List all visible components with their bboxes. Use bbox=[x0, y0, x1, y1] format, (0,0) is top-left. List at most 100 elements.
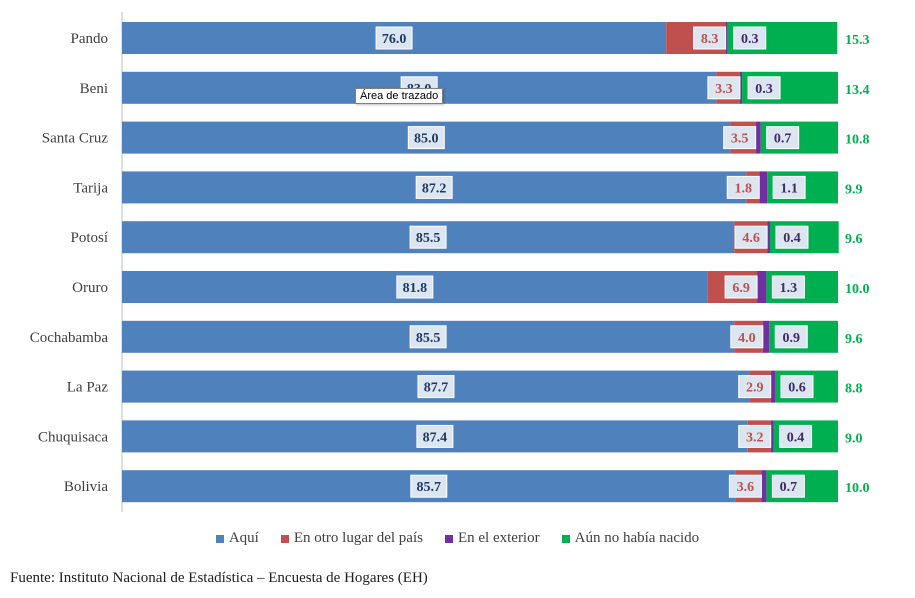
data-label: 0.6 bbox=[788, 381, 806, 396]
data-label: 87.7 bbox=[424, 381, 449, 396]
data-label-box bbox=[417, 375, 455, 399]
data-label: 85.0 bbox=[414, 132, 439, 147]
data-label: 0.4 bbox=[783, 231, 801, 246]
data-label: 9.0 bbox=[845, 431, 863, 446]
category-label: Tarija bbox=[73, 180, 108, 196]
data-label: 10.0 bbox=[845, 481, 870, 496]
data-label-box bbox=[780, 375, 814, 399]
data-label: 10.8 bbox=[845, 133, 870, 148]
data-label: 3.6 bbox=[737, 480, 755, 495]
data-label-box bbox=[738, 424, 772, 448]
bar-segment bbox=[725, 22, 728, 54]
category-label: Pando bbox=[71, 31, 109, 47]
bar-segment bbox=[755, 121, 761, 154]
data-label-box bbox=[771, 275, 805, 299]
plot-area-tooltip: Área de trazado bbox=[355, 88, 444, 104]
data-label-box bbox=[771, 474, 805, 498]
source-note: Fuente: Instituto Nacional de Estadístic… bbox=[10, 570, 428, 586]
data-label: 10.0 bbox=[845, 282, 870, 297]
data-label: 85.5 bbox=[416, 231, 441, 246]
data-label: 0.3 bbox=[755, 82, 773, 97]
bar-segment bbox=[767, 221, 770, 254]
legend-swatch bbox=[280, 534, 289, 543]
data-label-box bbox=[724, 275, 758, 299]
data-label-box bbox=[410, 474, 448, 498]
legend-item: En otro lugar del país bbox=[280, 530, 423, 547]
bar-segment bbox=[761, 470, 767, 503]
data-label: 6.9 bbox=[732, 281, 750, 296]
data-label: 1.3 bbox=[780, 281, 798, 296]
data-label-box bbox=[723, 126, 757, 150]
legend-label: Aún no había nacido bbox=[574, 530, 700, 546]
data-label: 8.3 bbox=[701, 32, 719, 47]
data-label-box bbox=[396, 275, 434, 299]
data-label-box bbox=[407, 126, 445, 150]
category-label: Cochabamba bbox=[30, 330, 109, 346]
data-label: 9.6 bbox=[845, 332, 863, 347]
data-label: 87.4 bbox=[423, 430, 448, 445]
data-label: 0.4 bbox=[787, 430, 805, 445]
data-label-box bbox=[775, 225, 809, 249]
data-label: 0.7 bbox=[780, 480, 798, 495]
data-label-box bbox=[726, 175, 760, 199]
bar-segment bbox=[770, 370, 775, 403]
data-label: 85.7 bbox=[417, 480, 442, 495]
data-label: 0.7 bbox=[774, 132, 792, 147]
bar-segment bbox=[762, 320, 770, 353]
data-label-box bbox=[733, 26, 767, 50]
bar-segment bbox=[757, 271, 767, 303]
data-label: 4.0 bbox=[738, 331, 756, 346]
category-label: Oruro bbox=[72, 280, 108, 296]
data-label: 3.3 bbox=[715, 82, 733, 97]
legend-item: Aún no había nacido bbox=[561, 530, 700, 547]
data-label-box bbox=[416, 424, 454, 448]
data-label-box bbox=[774, 325, 808, 349]
legend-label: Aquí bbox=[228, 530, 259, 546]
data-label: 4.6 bbox=[742, 231, 760, 246]
category-label: Chuquisaca bbox=[38, 429, 108, 445]
data-label: 87.2 bbox=[422, 181, 447, 196]
data-label-box bbox=[409, 325, 447, 349]
data-label: 13.4 bbox=[845, 83, 870, 98]
category-label: Bolivia bbox=[64, 479, 109, 495]
data-label: 2.9 bbox=[746, 381, 764, 396]
bar-segment bbox=[739, 71, 743, 104]
data-label: 15.3 bbox=[845, 33, 870, 48]
data-label-box bbox=[415, 175, 453, 199]
data-label-box bbox=[772, 175, 806, 199]
category-label: Potosí bbox=[70, 230, 108, 246]
data-label-box bbox=[375, 26, 413, 50]
legend-item: Aquí bbox=[215, 530, 259, 547]
data-label-box bbox=[747, 76, 781, 100]
data-label: 9.6 bbox=[845, 232, 863, 247]
data-label-box bbox=[766, 126, 800, 150]
data-label-box bbox=[409, 225, 447, 249]
legend-label: En otro lugar del país bbox=[293, 530, 423, 546]
stacked-bar-chart: Pando76.08.30.315.3Beni83.03.30.313.4San… bbox=[30, 12, 870, 512]
legend-item: En el exterior bbox=[444, 530, 540, 547]
data-label-box bbox=[707, 76, 741, 100]
legend: Aquí En otro lugar del país En el exterior… bbox=[0, 530, 915, 547]
data-label: 3.5 bbox=[731, 132, 749, 147]
data-label: 8.8 bbox=[845, 382, 863, 397]
legend-swatch bbox=[215, 534, 224, 543]
data-label: 0.3 bbox=[741, 32, 759, 47]
category-label: Santa Cruz bbox=[42, 131, 109, 147]
legend-label: En el exterior bbox=[457, 530, 540, 546]
data-label-box bbox=[738, 375, 772, 399]
category-label: La Paz bbox=[67, 380, 109, 396]
bar-segment bbox=[770, 420, 774, 453]
data-label-box bbox=[779, 424, 813, 448]
data-label: 1.8 bbox=[734, 181, 752, 196]
data-label: 9.9 bbox=[845, 182, 863, 197]
data-label-box bbox=[730, 325, 764, 349]
data-label: 85.5 bbox=[416, 331, 441, 346]
data-label-box bbox=[693, 26, 727, 50]
data-label: 3.2 bbox=[746, 430, 764, 445]
data-label-box bbox=[734, 225, 768, 249]
data-label: 1.1 bbox=[780, 181, 798, 196]
data-label: 76.0 bbox=[382, 32, 407, 47]
chart-area[interactable]: Pando76.08.30.315.3Beni83.03.30.313.4San… bbox=[0, 0, 915, 560]
legend-swatch bbox=[561, 534, 570, 543]
data-label: 81.8 bbox=[403, 281, 428, 296]
